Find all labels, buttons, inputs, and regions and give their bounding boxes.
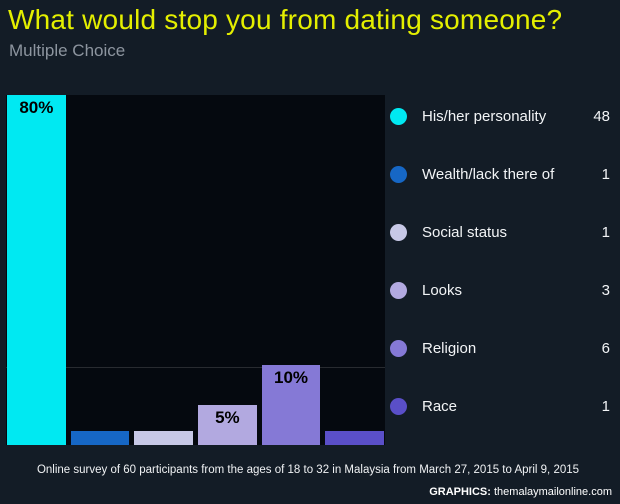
bar: 10% (261, 365, 321, 445)
legend-item-label: Social status (422, 224, 508, 241)
bars-container: 80% 5% 10% (6, 95, 385, 445)
page-subtitle: Multiple Choice (9, 41, 126, 60)
legend-color-dot (390, 166, 407, 183)
bar-chart-plot-area: 80% 5% 10% (6, 95, 385, 445)
bar (325, 431, 385, 445)
legend-item-count: 48 (593, 108, 610, 125)
legend-item-label: Race (422, 398, 458, 415)
legend-color-dot (390, 224, 407, 241)
graphics-credit-value: themalaymailonline.com (490, 486, 612, 498)
survey-note: Online survey of 60 participants from th… (36, 464, 580, 476)
legend-color-dot (390, 340, 407, 357)
page-title: What would stop you from dating someone? (8, 4, 563, 35)
legend-color-dot (390, 108, 407, 125)
graphics-credit: GRAPHICS: themalaymailonline.com (429, 486, 612, 498)
legend-color-dot (390, 398, 407, 415)
legend-item-count: 1 (601, 398, 610, 415)
legend-item-label: His/her personality (422, 108, 547, 125)
legend-color-dot (390, 282, 407, 299)
graphics-credit-label: GRAPHICS: (429, 486, 491, 498)
legend-item: Wealth/lack there of 1 (390, 166, 610, 183)
legend-item-count: 3 (601, 282, 610, 299)
legend-item: Social status 1 (390, 224, 610, 241)
bar (134, 431, 194, 445)
legend-item: Race 1 (390, 398, 610, 415)
chart-legend: His/her personality 48 Wealth/lack there o… (390, 108, 610, 415)
legend-item: Religion 6 (390, 340, 610, 357)
bar-value-label: 80% (19, 98, 54, 117)
bar (70, 431, 130, 445)
legend-item-label: Religion (422, 340, 477, 357)
bar: 5% (198, 405, 257, 445)
bar-value-label: 10% (274, 368, 309, 387)
legend-item-label: Looks (422, 282, 463, 299)
legend-item-count: 6 (601, 340, 610, 357)
gridline-10-percent (6, 367, 385, 368)
legend-item: Looks 3 (390, 282, 610, 299)
legend-item-label: Wealth/lack there of (422, 166, 555, 183)
legend-item: His/her personality 48 (390, 108, 610, 125)
bar-value-label: 5% (215, 408, 240, 427)
legend-item-count: 1 (601, 166, 610, 183)
legend-item-count: 1 (601, 224, 610, 241)
bar: 80% (7, 95, 66, 445)
